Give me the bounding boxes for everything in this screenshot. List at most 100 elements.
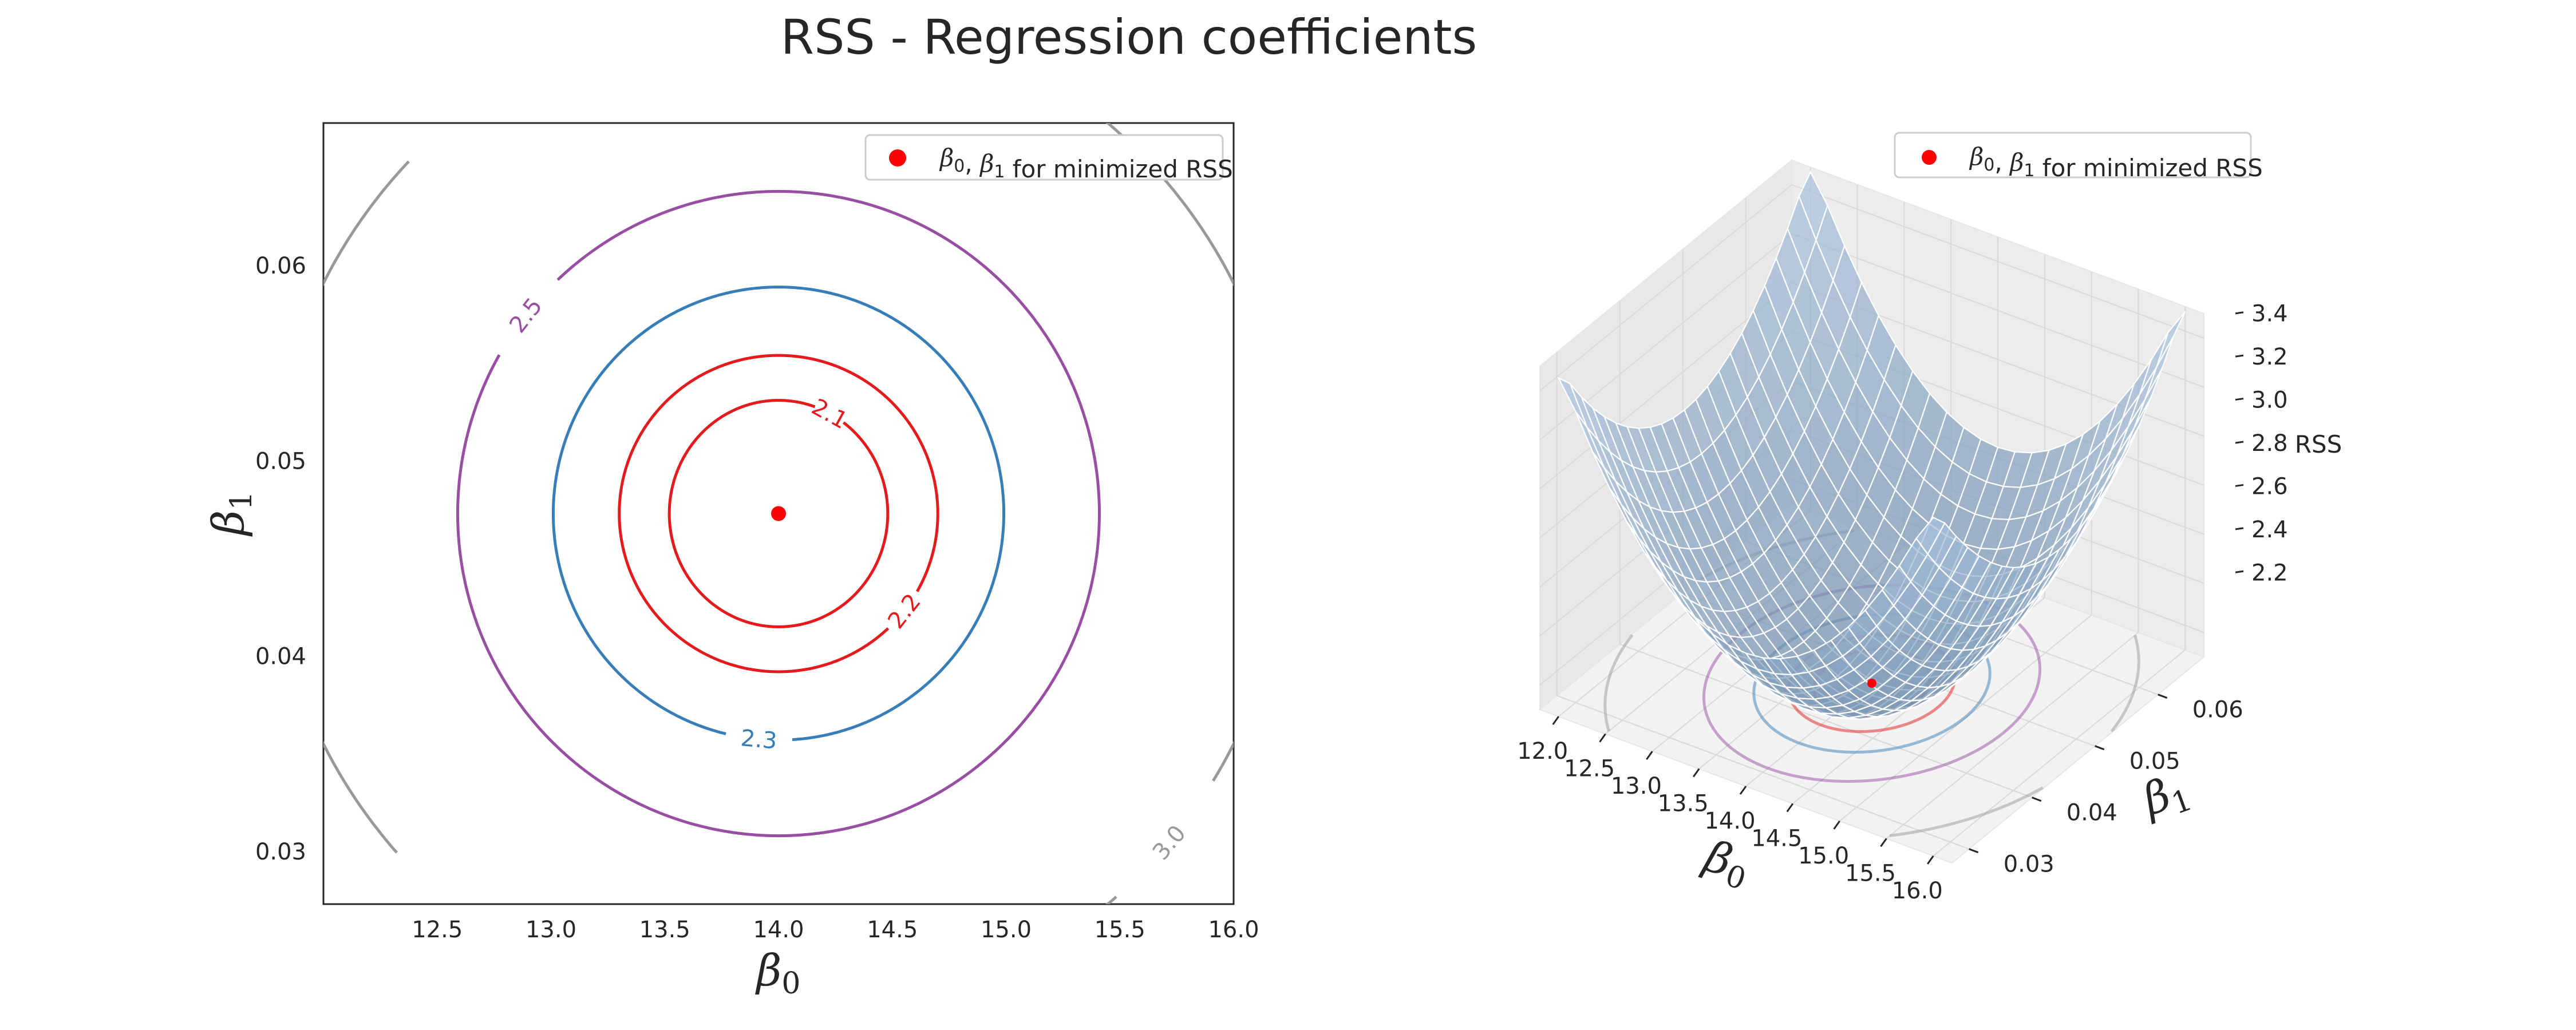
y3d-tick-label: 0.03 xyxy=(2004,851,2055,878)
y3d-tick-label: 0.05 xyxy=(2129,748,2180,775)
legend-box xyxy=(864,134,1224,181)
floor-contour-3.0 xyxy=(1889,786,2044,837)
legend-beta: β xyxy=(939,144,954,172)
contour-line-2.2 xyxy=(916,513,939,592)
x-tick-label: 15.0 xyxy=(981,917,1032,943)
x-tick-label: 13.0 xyxy=(526,917,576,943)
y3d-tick xyxy=(2158,694,2168,699)
x3d-tick-label: 15.0 xyxy=(1798,843,1849,869)
legend-beta-sub: 1 xyxy=(994,162,1005,182)
grid-floor-x xyxy=(1933,649,2186,857)
x3d-tick-label: 16.0 xyxy=(1892,878,1943,904)
y3d-tick xyxy=(2032,797,2042,802)
contour-line-2.3 xyxy=(552,286,1005,735)
x-tick-label: 13.5 xyxy=(639,917,690,943)
legend-beta-sub: 0 xyxy=(954,156,965,176)
x3d-tick-label: 12.5 xyxy=(1564,756,1615,782)
x3d-tick-label: 12.0 xyxy=(1517,738,1568,764)
grid-back-z xyxy=(1791,233,2204,388)
minimum-rss-point xyxy=(771,506,786,521)
z3d-tick-label: 2.8 xyxy=(2251,430,2288,457)
contour-panel: 2.12.22.32.53.0 12.5 13.0 13.5 14.0 14.5 15.0… xyxy=(203,122,1259,1001)
legend-text-part: , xyxy=(1994,148,2010,176)
surface-y-label-subscript: 1 xyxy=(2167,783,2197,822)
legend-text-part: , xyxy=(965,149,980,177)
legend-text-3d: β0, β1 for minimized RSS xyxy=(1969,142,2263,182)
z3d-tick xyxy=(2235,527,2244,530)
x3d-tick xyxy=(1880,838,1887,847)
x3d-tick-label: 14.0 xyxy=(1704,808,1755,834)
y-tick-label: 0.03 xyxy=(255,839,306,865)
x3d-tick-label: 13.0 xyxy=(1611,773,1662,799)
x3d-tick xyxy=(1599,733,1606,743)
x3d-tick-label: 14.5 xyxy=(1751,825,1802,851)
contour-line-2.1 xyxy=(667,399,890,628)
x3d-tick xyxy=(1552,716,1559,726)
contour-line-2.5 xyxy=(456,354,1101,838)
x3d-tick-label: 15.5 xyxy=(1845,860,1896,886)
legend-text-part: for minimized RSS xyxy=(2034,154,2262,182)
y-label-subscript: 1 xyxy=(224,491,259,510)
z3d-tick-label: 2.6 xyxy=(2251,473,2288,500)
y-tick-label: 0.05 xyxy=(255,448,306,474)
z3d-tick-label: 3.4 xyxy=(2251,301,2288,327)
floor-contour-3.0 xyxy=(1603,634,1634,732)
surface-patch xyxy=(1915,517,1946,556)
y3d-tick xyxy=(2095,745,2105,751)
contour-line-2.3 xyxy=(792,513,1005,742)
contour-y-ticks: 0.03 0.04 0.05 0.06 xyxy=(255,253,306,865)
contour-line-2.1 xyxy=(842,421,890,514)
y3d-tick-label: 0.04 xyxy=(2067,800,2117,826)
surface-x-axis-label: β0 xyxy=(1696,830,1756,897)
x-tick-label: 12.5 xyxy=(412,917,463,943)
z3d-tick xyxy=(2235,398,2244,401)
x3d-tick xyxy=(1927,855,1934,865)
y-tick-label: 0.04 xyxy=(255,644,306,670)
z3d-tick-label: 3.0 xyxy=(2251,387,2288,414)
grid-side-z xyxy=(1539,184,1792,391)
legend-text-part: for minimized RSS xyxy=(1005,155,1232,183)
x-tick-label: 14.0 xyxy=(753,917,804,943)
x-tick-label: 15.5 xyxy=(1095,917,1145,943)
x-label-subscript: 0 xyxy=(781,966,800,1001)
y-tick-label: 0.06 xyxy=(255,253,306,279)
legend-text: β0, β1 for minimized RSS xyxy=(939,144,1233,183)
grid-floor-x xyxy=(1886,632,2139,839)
x3d-tick-label: 13.5 xyxy=(1658,791,1709,817)
figure-title: RSS - Regression coefficients xyxy=(781,9,1477,65)
contour-line-3.0 xyxy=(323,160,410,854)
surface-panel: 12.012.513.013.514.014.515.015.516.00.03… xyxy=(1517,132,2342,904)
legend-marker-3d xyxy=(1922,150,1937,165)
z3d-tick xyxy=(2235,354,2244,358)
surface-x-label-subscript: 0 xyxy=(1721,858,1750,897)
z3d-tick-label: 2.2 xyxy=(2251,560,2288,586)
contour-x-ticks: 12.5 13.0 13.5 14.0 14.5 15.0 15.5 16.0 xyxy=(412,917,1259,943)
y3d-tick-label: 0.06 xyxy=(2192,697,2243,723)
contour-x-axis-label: β0 xyxy=(754,945,800,1001)
3d-axis-ticks: 12.012.513.013.514.014.515.015.516.00.03… xyxy=(1517,301,2287,904)
z3d-tick-label: 2.4 xyxy=(2251,517,2288,543)
legend-marker xyxy=(889,149,906,167)
z3d-tick xyxy=(2235,484,2244,487)
legend-beta: β xyxy=(2009,148,2024,176)
grid-floor-y xyxy=(1556,695,1970,850)
x-tick-label: 16.0 xyxy=(1208,917,1259,943)
minimum-rss-point-3d xyxy=(1867,679,1876,688)
x3d-tick xyxy=(1646,751,1653,760)
z3d-tick xyxy=(2235,570,2244,573)
surface-z-axis-label: RSS xyxy=(2295,430,2342,458)
legend-box-3d xyxy=(1894,132,2252,179)
contour-line-2.2 xyxy=(618,354,939,674)
x3d-tick xyxy=(1833,821,1840,830)
x3d-tick xyxy=(1739,786,1747,795)
contour-line-3.0 xyxy=(1105,896,1117,904)
x3d-tick xyxy=(1692,768,1700,778)
rss-surface xyxy=(1557,171,2186,720)
legend-beta: β xyxy=(979,149,994,177)
legend-beta-sub: 0 xyxy=(1984,155,1994,175)
legend-beta: β xyxy=(1969,142,1984,171)
z3d-tick xyxy=(2235,441,2244,444)
contour-line-2.5 xyxy=(556,189,1101,514)
floor-contour-3.0 xyxy=(2110,635,2140,732)
